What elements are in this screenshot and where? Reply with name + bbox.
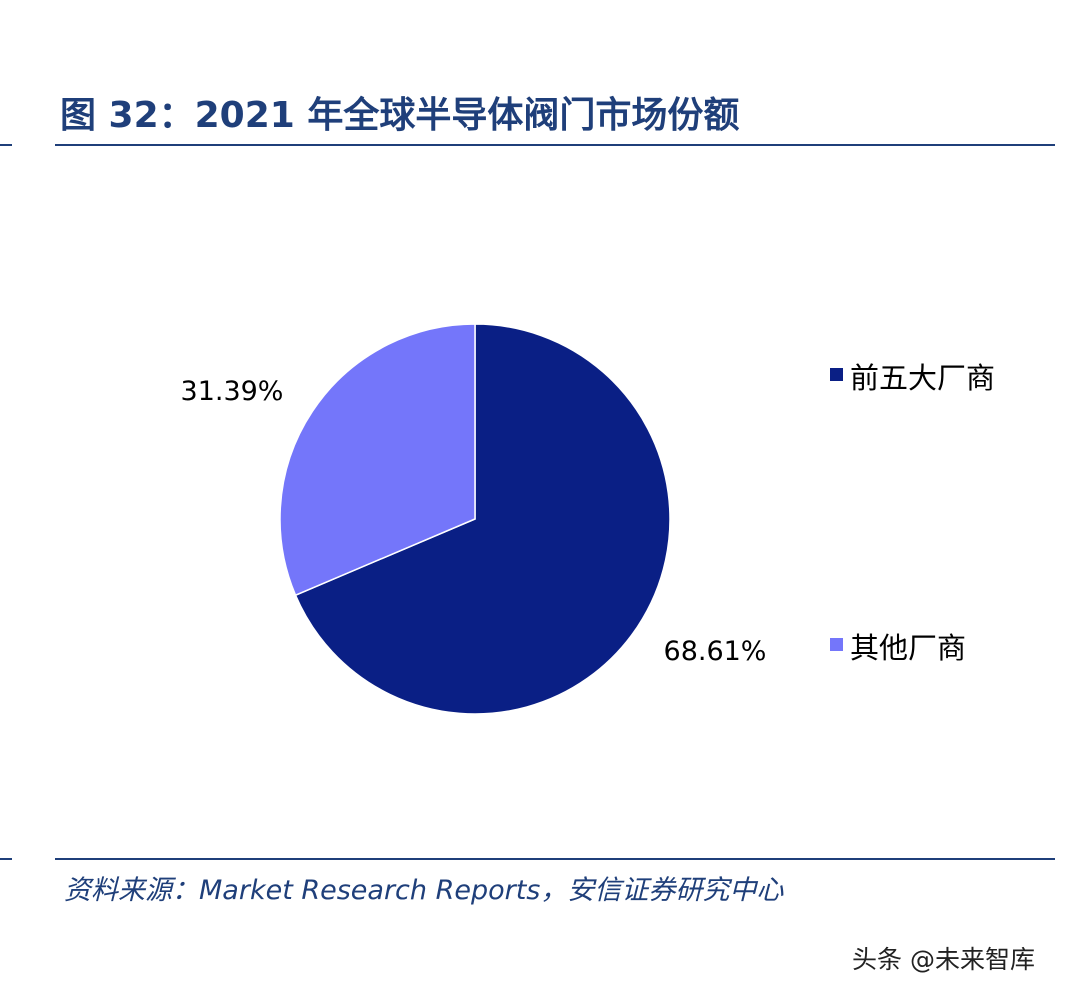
watermark-text: 头条 @未来智库 [852,945,1035,974]
pie-slice-top-five-vendors [294,323,671,715]
left-edge-tick-top [0,144,12,146]
legend-label-other-vendors: 其他厂商 [850,631,966,665]
pie-slice-labels: 68.61% 31.39% [181,376,767,667]
slice-label-top-five-vendors: 68.61% [664,636,767,667]
left-edge-tick-bottom [0,858,12,860]
source-divider [55,858,1055,860]
slice-label-other-vendors: 31.39% [181,376,284,407]
chart-title: 图 32：2021 年全球半导体阀门市场份额 [60,95,740,136]
pie-slice-other-vendors [279,323,476,597]
title-divider [55,144,1055,146]
pie-slices [279,323,671,715]
source-note: 资料来源：Market Research Reports，安信证券研究中心 [64,875,784,906]
legend-swatch-other-vendors [830,638,843,651]
legend-swatch-top-five-vendors [830,368,843,381]
legend-label-top-five-vendors: 前五大厂商 [850,361,995,395]
